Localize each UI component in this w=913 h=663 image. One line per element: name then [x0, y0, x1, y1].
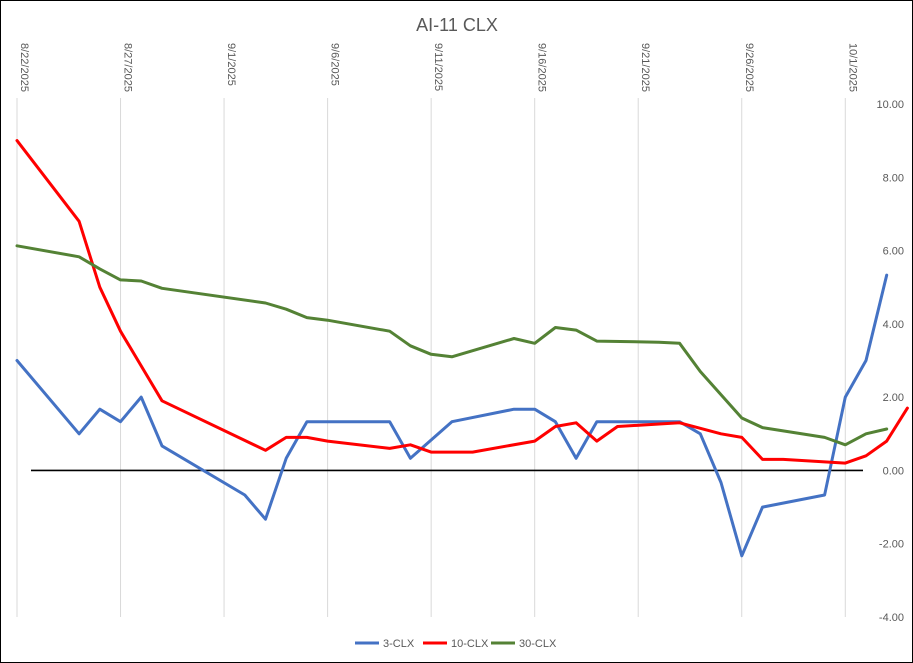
series-line-10-clx: [15, 139, 909, 465]
legend: 3-CLX 10-CLX 30-CLX: [355, 638, 557, 650]
x-tick-label: 9/16/2025: [536, 43, 548, 92]
x-axis-ticks: 8/22/2025 8/27/2025 9/1/2025 9/6/2025 9/11/2…: [18, 43, 858, 92]
y-tick-label: -2.00: [879, 539, 904, 551]
y-tick-label: 0.00: [883, 465, 904, 477]
x-tick-label: 9/26/2025: [743, 43, 755, 92]
x-tick-label: 9/1/2025: [225, 43, 237, 86]
legend-label: 30-CLX: [519, 638, 557, 650]
series-line-30-clx: [15, 244, 889, 447]
x-tick-label: 8/27/2025: [122, 43, 134, 92]
x-tick-label: 8/22/2025: [18, 43, 30, 92]
legend-label: 10-CLX: [451, 638, 489, 650]
chart-title: AI-11 CLX: [416, 15, 498, 35]
y-tick-label: 4.00: [883, 319, 904, 331]
x-tick-label: 9/21/2025: [639, 43, 651, 92]
y-tick-label: -4.00: [879, 612, 904, 624]
x-tick-label: 9/6/2025: [329, 43, 341, 86]
y-tick-label: 6.00: [883, 246, 904, 258]
y-tick-label: 8.00: [883, 172, 904, 184]
x-tick-label: 10/1/2025: [846, 43, 858, 92]
series-line-3-clx: [15, 273, 889, 558]
y-axis-ticks: 10.00 8.00 6.00 4.00 2.00 0.00 -2.00 -4.00: [876, 99, 904, 624]
grid-layer: [16, 98, 846, 617]
series-layer: [15, 139, 909, 558]
y-tick-label: 2.00: [883, 392, 904, 404]
legend-label: 3-CLX: [383, 638, 415, 650]
x-tick-label: 9/11/2025: [432, 43, 444, 91]
y-tick-label: 10.00: [876, 99, 904, 111]
